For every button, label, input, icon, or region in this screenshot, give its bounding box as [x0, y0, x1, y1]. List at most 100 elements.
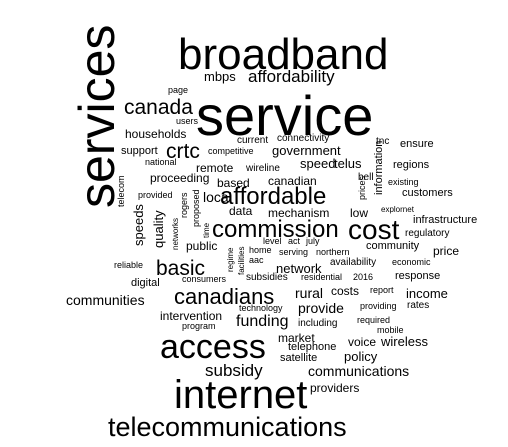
word-low: low: [350, 206, 369, 220]
word-crtc: crtc: [166, 140, 200, 163]
word-speed: speed: [300, 156, 336, 171]
word-intervention: intervention: [160, 309, 223, 323]
word-regions: regions: [393, 159, 430, 171]
word-aac: aac: [249, 255, 264, 265]
word-telecommunications: telecommunications: [108, 412, 347, 442]
word-commission: commission: [212, 216, 339, 243]
word-rates: rates: [407, 300, 430, 311]
word-report: report: [370, 285, 394, 295]
word-subsidies: subsidies: [246, 272, 288, 283]
word-market: market: [278, 331, 315, 345]
word-services: services: [69, 24, 125, 208]
word-policy: policy: [344, 349, 378, 364]
word-level: level: [263, 236, 282, 246]
word-access: access: [160, 328, 266, 366]
word-mobile: mobile: [377, 325, 404, 335]
word-providing: providing: [360, 301, 397, 311]
word-speeds: speeds: [131, 204, 146, 246]
word-consumers: consumers: [182, 274, 227, 284]
word-networks: networks: [171, 217, 180, 250]
word-proceeding: proceeding: [150, 171, 210, 185]
word-cost: cost: [348, 214, 400, 245]
word-subsidy: subsidy: [205, 361, 263, 380]
word-service: service: [196, 84, 374, 147]
word-information: information: [373, 140, 385, 195]
word-public: public: [186, 239, 218, 253]
word-broadband: broadband: [178, 30, 389, 79]
word-competitive: competitive: [208, 146, 254, 156]
word-technology: technology: [239, 303, 283, 313]
word-internet: internet: [174, 373, 308, 417]
word-satellite: satellite: [280, 352, 318, 364]
word-canada: canada: [124, 96, 193, 119]
word-provide: provide: [298, 300, 344, 316]
word-residential: residential: [301, 272, 343, 282]
word-july: july: [306, 236, 320, 246]
word-economic: economic: [392, 257, 431, 267]
word-community: community: [366, 240, 420, 252]
word-connectivity: connectivity: [277, 133, 330, 144]
word-users: users: [176, 116, 199, 126]
word-mechanism: mechanism: [268, 206, 330, 220]
word-serving: serving: [279, 247, 309, 257]
word-availability: availability: [330, 257, 377, 268]
word-remote: remote: [196, 161, 234, 175]
word-required: required: [357, 315, 391, 325]
word-act: act: [288, 236, 301, 246]
word-telephone: telephone: [288, 341, 337, 353]
word-network: network: [276, 261, 322, 276]
word-income: income: [406, 286, 448, 301]
word-wireless: wireless: [381, 334, 428, 349]
word-explornet: explornet: [381, 205, 414, 214]
word-communities: communities: [66, 292, 145, 308]
word-providers: providers: [310, 381, 360, 395]
word-national: national: [145, 157, 177, 167]
word-northern: northern: [316, 247, 350, 257]
word-price: price: [433, 244, 460, 258]
word-ensure: ensure: [400, 138, 434, 150]
word-regulatory: regulatory: [405, 228, 450, 239]
word-provided: provided: [138, 190, 173, 200]
word-customers: customers: [402, 187, 453, 199]
word-proposed: proposed: [191, 189, 201, 227]
word-voice: voice: [348, 335, 377, 349]
word-households: households: [125, 127, 187, 141]
word-mbps: mbps: [204, 69, 236, 84]
word-rogers: rogers: [179, 192, 189, 218]
word-affordability: affordability: [248, 67, 335, 86]
word-quality: quality: [151, 210, 166, 248]
word-data: data: [229, 204, 253, 218]
word-affordable: affordable: [220, 183, 327, 210]
word-telus: telus: [334, 156, 362, 171]
word-infrastructure: infrastructure: [413, 214, 478, 226]
word-wireline: wireline: [246, 163, 280, 174]
word-existing: existing: [388, 177, 419, 187]
word-telecom: telecom: [116, 175, 126, 207]
word-digital: digital: [131, 277, 160, 289]
word-home: home: [249, 245, 272, 255]
word-canadian: canadian: [268, 174, 317, 188]
word-time: time: [202, 222, 211, 238]
word-program: program: [182, 321, 216, 331]
word-communications: communications: [308, 363, 410, 379]
word-including: including: [298, 318, 338, 329]
word-canadians: canadians: [174, 284, 275, 309]
word-government: government: [272, 143, 341, 158]
word-page: page: [168, 85, 189, 95]
word-tnc: tnc: [376, 136, 390, 147]
word-bell: bell: [358, 172, 374, 183]
word-support: support: [121, 145, 158, 157]
word-2016: 2016: [353, 272, 374, 282]
word-rural: rural: [295, 285, 324, 301]
word-response: response: [395, 270, 441, 282]
word-current: current: [237, 135, 269, 146]
word-facilities: facilities: [237, 246, 246, 275]
word-reliable: reliable: [114, 260, 144, 270]
word-costs: costs: [331, 284, 360, 298]
word-regime: regime: [226, 247, 235, 272]
word-basic: basic: [156, 257, 206, 280]
word-local: local: [203, 189, 232, 205]
word-prices: prices: [357, 175, 367, 200]
word-funding: funding: [236, 313, 289, 330]
